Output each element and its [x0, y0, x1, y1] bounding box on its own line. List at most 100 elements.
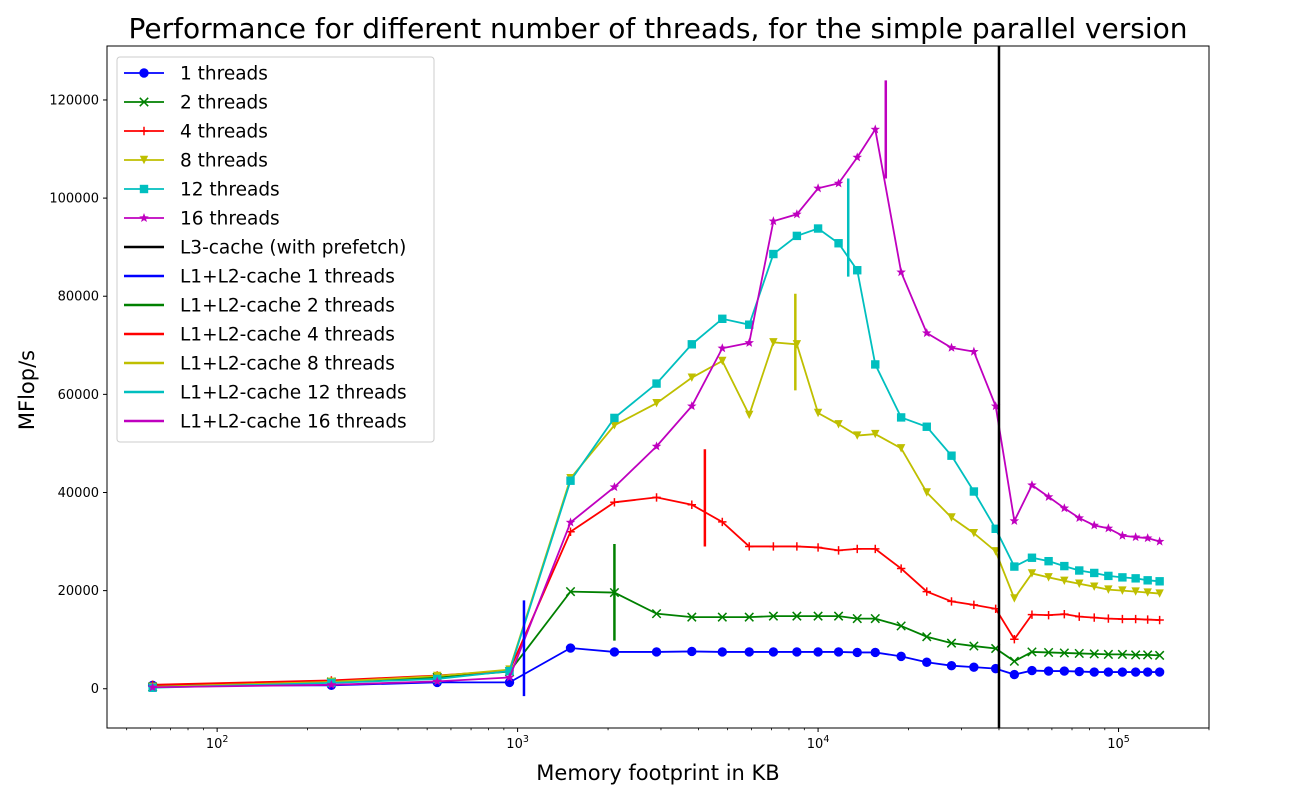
legend-item: 4 threads [124, 122, 268, 143]
data-point [853, 431, 862, 440]
data-point [717, 612, 728, 622]
legend-item: 1 threads [124, 64, 268, 85]
data-point [1104, 571, 1113, 581]
data-point [922, 422, 931, 431]
data-point [1074, 648, 1084, 659]
data-point [652, 379, 661, 388]
legend-marker [139, 213, 149, 223]
data-point [792, 231, 802, 241]
data-point [922, 587, 931, 596]
legend-label: 1 threads [180, 64, 268, 85]
data-point [1154, 536, 1165, 546]
chart-title: Performance for different number of thre… [129, 12, 1188, 45]
data-point [687, 612, 697, 622]
data-point [922, 488, 931, 497]
legend: 1 threads 2 threads 4 threads 8 threads 12 t… [116, 56, 435, 443]
legend-marker [139, 126, 149, 136]
legend-label: L3-cache (with prefetch) [180, 238, 406, 259]
data-point [969, 346, 979, 356]
legend-label: 4 threads [180, 122, 268, 143]
data-point [718, 517, 727, 527]
series-line [152, 341, 1160, 688]
data-point [833, 611, 844, 621]
data-point [896, 444, 906, 453]
legend-marker [139, 68, 149, 78]
data-point [609, 647, 620, 657]
legend-label: 16 threads [180, 209, 280, 230]
data-point [1142, 650, 1153, 660]
data-point [769, 542, 778, 551]
series-2 [147, 586, 1165, 692]
data-point [1118, 573, 1127, 582]
x-axis: 102 103 104 105 [126, 728, 1210, 752]
legend-box [116, 56, 435, 443]
data-point [969, 600, 979, 610]
data-point [1155, 589, 1164, 598]
data-point [1089, 520, 1099, 530]
data-point [1044, 610, 1053, 620]
data-point [769, 338, 778, 347]
legend-item: L1+L2-cache 1 threads [124, 267, 395, 288]
legend-item: L1+L2-cache 4 threads [124, 325, 395, 346]
data-point [792, 209, 802, 219]
data-point [326, 679, 337, 689]
data-point [610, 413, 619, 423]
data-point [946, 660, 957, 671]
data-point [870, 124, 881, 134]
data-point [1075, 612, 1084, 621]
y-tick-label: 20000 [58, 584, 99, 599]
data-point [1131, 614, 1140, 624]
data-point [1130, 667, 1141, 677]
data-point [1027, 480, 1037, 490]
data-point [792, 542, 802, 551]
data-point [1010, 562, 1019, 571]
x-axis-label: Memory footprint in KB [536, 761, 779, 785]
legend-item: L1+L2-cache 16 threads [124, 412, 407, 433]
data-point [1118, 586, 1127, 595]
data-point [432, 676, 442, 686]
data-point [833, 178, 844, 188]
data-point [745, 320, 754, 329]
y-tick-label: 100000 [49, 192, 99, 207]
legend-marker [139, 184, 149, 194]
data-point [871, 360, 880, 369]
legend-label: L1+L2-cache 16 threads [180, 412, 407, 433]
data-point [947, 513, 956, 522]
data-point [852, 152, 862, 162]
data-point [1089, 649, 1099, 659]
legend-label: 12 threads [180, 180, 280, 201]
data-point [744, 647, 754, 657]
data-point [744, 337, 754, 347]
data-point [1104, 614, 1113, 623]
data-point [717, 343, 728, 353]
legend-marker [139, 155, 149, 165]
data-point [1075, 579, 1084, 588]
data-point [833, 647, 844, 657]
data-point [1060, 576, 1069, 586]
data-point [745, 410, 754, 420]
data-point [1009, 669, 1020, 680]
data-point [1117, 649, 1128, 660]
data-point [610, 498, 619, 507]
data-point [813, 183, 823, 193]
data-point [1143, 588, 1152, 597]
data-point [1131, 574, 1140, 583]
data-point [896, 651, 906, 662]
data-point [1090, 582, 1099, 591]
legend-item: L1+L2-cache 2 threads [124, 296, 395, 317]
data-point [853, 266, 862, 275]
data-point [1074, 513, 1085, 523]
data-point [745, 542, 754, 551]
data-point [1117, 530, 1128, 540]
y-axis-label: MFlop/s [15, 350, 39, 430]
data-point [1043, 666, 1054, 676]
data-point [1074, 666, 1084, 677]
data-point [1103, 649, 1114, 660]
data-point [1142, 533, 1153, 543]
data-point [651, 608, 662, 619]
data-point [1043, 647, 1054, 658]
legend-item: L1+L2-cache 12 threads [124, 383, 407, 404]
data-point [946, 342, 957, 352]
data-point [1118, 614, 1127, 624]
